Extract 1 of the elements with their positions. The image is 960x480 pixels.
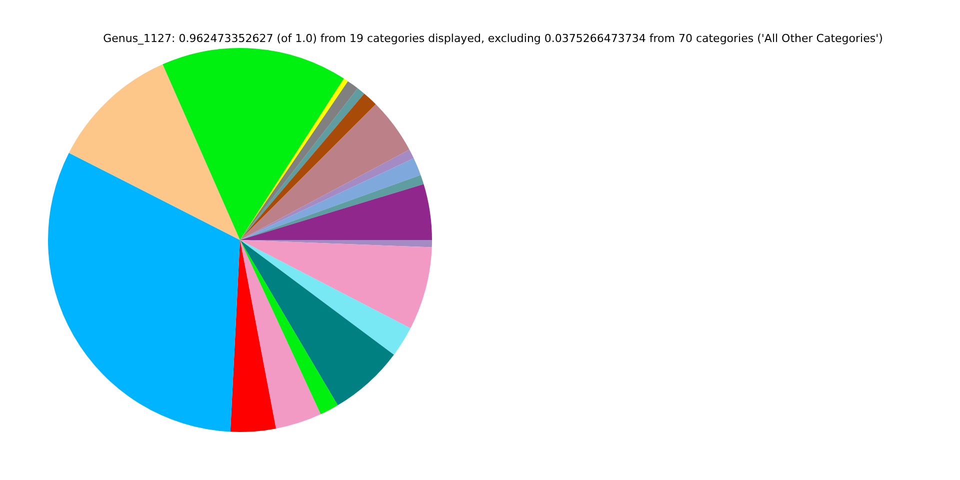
text: Genus_1127: 0.962473352627 (of 1.0) from 19 categories displayed, excluding 0.0375266473734 from 70 categories ('All Other Categories') (102, 32, 884, 45)
